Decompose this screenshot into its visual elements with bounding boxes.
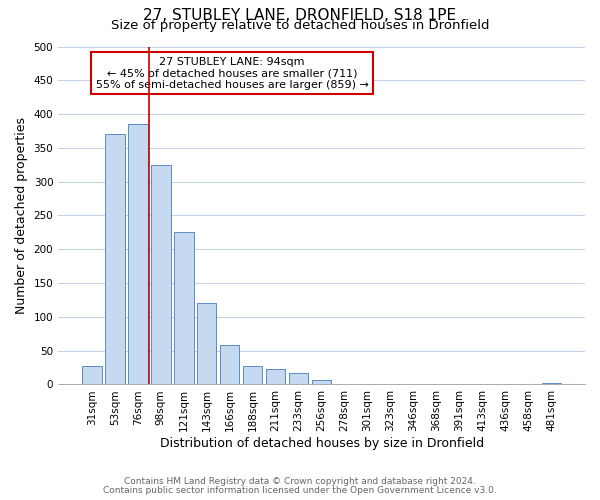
Bar	[174, 232, 194, 384]
Text: Contains HM Land Registry data © Crown copyright and database right 2024.: Contains HM Land Registry data © Crown c…	[124, 477, 476, 486]
Bar	[266, 369, 286, 384]
Text: 27, STUBLEY LANE, DRONFIELD, S18 1PE: 27, STUBLEY LANE, DRONFIELD, S18 1PE	[143, 8, 457, 22]
Bar	[105, 134, 125, 384]
Bar	[128, 124, 148, 384]
Y-axis label: Number of detached properties: Number of detached properties	[15, 117, 28, 314]
Bar	[82, 366, 101, 384]
Text: Size of property relative to detached houses in Dronfield: Size of property relative to detached ho…	[111, 18, 489, 32]
Bar	[289, 373, 308, 384]
Text: 27 STUBLEY LANE: 94sqm
← 45% of detached houses are smaller (711)
55% of semi-de: 27 STUBLEY LANE: 94sqm ← 45% of detached…	[95, 56, 368, 90]
Bar	[243, 366, 262, 384]
Bar	[542, 383, 561, 384]
Bar	[151, 165, 170, 384]
Bar	[197, 304, 217, 384]
Bar	[312, 380, 331, 384]
Bar	[220, 346, 239, 385]
Text: Contains public sector information licensed under the Open Government Licence v3: Contains public sector information licen…	[103, 486, 497, 495]
X-axis label: Distribution of detached houses by size in Dronfield: Distribution of detached houses by size …	[160, 437, 484, 450]
